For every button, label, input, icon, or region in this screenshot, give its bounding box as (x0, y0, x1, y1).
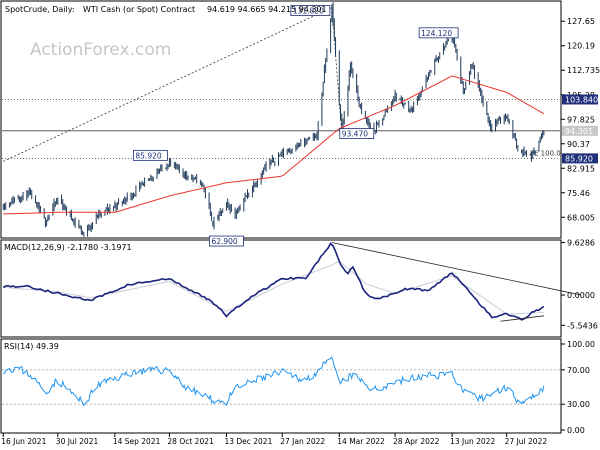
price-y-tick-label: 97.825 (567, 115, 595, 124)
rsi-title: RSI(14) 49.39 (4, 342, 59, 351)
price-y-tick-label: 120.19 (567, 42, 595, 51)
rsi-panel: 100.00 70.00 30.00 0.00 (2, 340, 595, 435)
rsi-line (3, 356, 545, 407)
price-y-tick-label: 68.005 (567, 213, 595, 222)
x-tick-label: 27 Jan 2022 (280, 437, 325, 446)
header-ohlc: 94.619 94.665 94.215 94.301 (207, 5, 327, 14)
price-y-tick-label: 82.915 (567, 164, 595, 173)
macd-title: MACD(12,26,9) -2.1780 -3.1971 (4, 243, 132, 252)
price-level-box (562, 125, 598, 136)
annotation-label: 131.820 (293, 7, 324, 16)
price-level-label: 103.840 (565, 95, 598, 104)
annotation-box (209, 235, 244, 247)
price-trendline (3, 7, 333, 162)
fe-level-label: FE 100.0 (530, 149, 561, 157)
x-tick-label: 27 Jul 2022 (505, 437, 548, 446)
macd-signal-line (3, 261, 544, 315)
macd-trendline (500, 315, 544, 322)
rsi-y-tick-label: 30.00 (567, 400, 590, 409)
x-tick-label: 28 Apr 2022 (393, 437, 440, 446)
rsi-panel-frame (0, 338, 562, 434)
x-tick-label: 13 Dec 2021 (224, 437, 272, 446)
macd-line (2, 242, 545, 321)
rsi-y-tick-label: 100.00 (567, 340, 595, 349)
price-panel: 127.65120.19112.735105.2897.82590.3782.9… (2, 2, 600, 247)
price-panel-frame (0, 0, 562, 239)
header-description: WTI Cash (or Spot) Contract (83, 5, 195, 14)
rsi-y-tick-label: 0.00 (567, 426, 585, 435)
annotation-label: 62.900 (211, 237, 237, 246)
annotation-label: 124.120 (421, 29, 452, 38)
annotation-box (290, 5, 331, 16)
price-y-tick-label: 90.37 (567, 140, 590, 149)
x-tick-label: 14 Sep 2021 (113, 437, 161, 446)
price-level-label: 94.301 (565, 127, 593, 136)
annotation-label: 85.920 (135, 151, 161, 160)
macd-trendline (331, 242, 582, 296)
macd-panel: 9.6286 0.0000 -5.5436 (2, 238, 598, 330)
price-y-tick-label: 75.46 (567, 189, 590, 198)
x-axis: 16 Jun 2021 30 Jul 2021 14 Sep 2021 28 Oct … (1, 433, 547, 446)
price-y-tick-label: 112.735 (567, 66, 600, 75)
header-symbol: SpotCrude, Daily: (5, 5, 75, 14)
macd-y-tick-label: 0.0000 (567, 291, 595, 300)
macd-y-tick-label: 9.6286 (567, 238, 595, 247)
macd-y-tick-label: -5.5436 (567, 321, 598, 330)
annotation-label: 93.470 (342, 130, 368, 139)
rsi-y-tick-label: 70.00 (567, 366, 590, 375)
moving-average-line (3, 75, 545, 215)
annotation-box (132, 149, 168, 161)
x-tick-label: 30 Jul 2021 (56, 437, 99, 446)
price-y-tick-label: 127.65 (567, 17, 595, 26)
macd-panel-frame (0, 239, 562, 338)
annotation-box (339, 128, 375, 139)
annotation-box (418, 27, 459, 39)
x-tick-label: 16 Jun 2021 (1, 437, 46, 446)
x-tick-label: 28 Oct 2021 (167, 437, 214, 446)
price-level-box (562, 94, 598, 105)
x-tick-label: 13 Jun 2022 (450, 437, 495, 446)
watermark: ActionForex.com (30, 40, 171, 60)
price-level-label: 85.920 (565, 154, 593, 163)
price-level-box (562, 153, 598, 164)
x-tick-label: 14 Mar 2022 (337, 437, 385, 446)
panel-frames (0, 0, 562, 434)
